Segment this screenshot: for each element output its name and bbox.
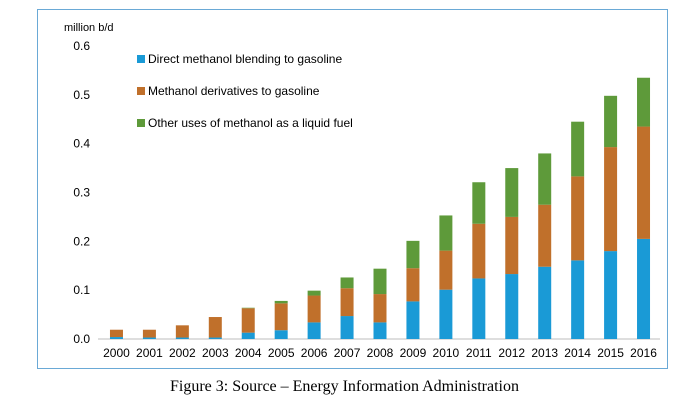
bar-segment-2002-series-2 (175, 325, 189, 338)
bar-segment-2000-series-2 (109, 329, 123, 338)
bar-segment-2009-series-3 (406, 240, 420, 269)
bar-segment-2012-series-1 (505, 274, 519, 339)
bar-segment-2008-series-3 (373, 268, 387, 295)
bar-segment-2015-series-2 (604, 147, 618, 252)
bar-segment-2016-series-1 (637, 238, 651, 339)
x-tick-label: 2004 (235, 346, 262, 360)
bar-segment-2014-series-2 (571, 176, 585, 261)
bars-group (109, 77, 651, 339)
x-tick-label: 2005 (268, 346, 295, 360)
bar-segment-2005-series-1 (274, 330, 288, 339)
bar-segment-2003-series-2 (208, 317, 222, 338)
x-tick-label: 2006 (301, 346, 328, 360)
y-tick-label: 0.4 (73, 137, 90, 151)
figure-caption: Figure 3: Source – Energy Information Ad… (170, 378, 519, 395)
x-tick-label: 2016 (630, 346, 657, 360)
bar-segment-2009-series-1 (406, 301, 420, 339)
bar-segment-2012-series-3 (505, 168, 519, 217)
x-tick-label: 2008 (367, 346, 394, 360)
bar-segment-2016-series-3 (637, 77, 651, 127)
y-tick-label: 0.2 (73, 234, 90, 248)
bar-segment-2013-series-1 (538, 266, 552, 339)
bar-segment-2003-series-1 (208, 337, 222, 339)
x-tick-label: 2009 (400, 346, 427, 360)
y-tick-label: 0.6 (73, 39, 90, 53)
legend-label: Other uses of methanol as a liquid fuel (148, 116, 353, 130)
bar-segment-2016-series-2 (637, 126, 651, 239)
bar-segment-2007-series-3 (340, 277, 354, 289)
y-tick-label: 0.5 (73, 88, 90, 102)
bar-segment-2001-series-1 (142, 337, 156, 339)
bar-segment-2013-series-2 (538, 204, 552, 267)
legend-label: Direct methanol blending to gasoline (148, 52, 342, 66)
x-axis-ticks: 2000 2001 2002 2003 2004 2005 2006 2007 2008 2009… (103, 346, 657, 360)
bar-segment-2006-series-1 (307, 322, 321, 339)
bar-segment-2007-series-2 (340, 288, 354, 317)
legend-swatch (137, 87, 145, 95)
x-tick-label: 2007 (334, 346, 361, 360)
x-tick-label: 2001 (136, 346, 163, 360)
x-tick-label: 2003 (202, 346, 229, 360)
y-axis-unit-label: million b/d (64, 22, 114, 34)
x-tick-label: 2000 (103, 346, 130, 360)
bar-segment-2010-series-2 (439, 250, 453, 290)
bar-segment-2015-series-3 (604, 95, 618, 148)
x-tick-label: 2014 (564, 346, 591, 360)
y-tick-label: 0.1 (73, 283, 90, 297)
bar-segment-2010-series-1 (439, 289, 453, 339)
bar-segment-2004-series-1 (241, 332, 255, 339)
x-tick-label: 2002 (169, 346, 196, 360)
bar-segment-2014-series-3 (571, 121, 585, 177)
x-tick-label: 2012 (498, 346, 525, 360)
bar-segment-2011-series-2 (472, 223, 486, 279)
y-tick-label: 0.0 (73, 332, 90, 346)
bar-segment-2006-series-3 (307, 290, 321, 296)
legend-swatch (137, 119, 145, 127)
bar-segment-2006-series-2 (307, 295, 321, 323)
bar-segment-2005-series-3 (274, 300, 288, 304)
y-tick-label: 0.3 (73, 186, 90, 200)
x-tick-label: 2011 (466, 346, 492, 360)
bar-segment-2001-series-2 (142, 329, 156, 338)
y-axis-ticks: 0.0 0.1 0.2 0.3 0.4 0.5 0.6 (73, 39, 90, 346)
bar-segment-2010-series-3 (439, 215, 453, 251)
bar-segment-2013-series-3 (538, 153, 552, 205)
bar-segment-2014-series-1 (571, 260, 585, 339)
x-tick-label: 2015 (597, 346, 624, 360)
x-tick-label: 2010 (433, 346, 460, 360)
bar-segment-2012-series-2 (505, 216, 519, 275)
x-tick-label: 2013 (531, 346, 558, 360)
bar-segment-2011-series-3 (472, 182, 486, 224)
bar-segment-2007-series-1 (340, 316, 354, 339)
bar-segment-2008-series-2 (373, 294, 387, 323)
legend: Direct methanol blending to gasoline Meth… (137, 52, 353, 130)
legend-swatch (137, 55, 145, 63)
bar-segment-2011-series-1 (472, 278, 486, 339)
bar-segment-2004-series-2 (241, 308, 255, 333)
bar-segment-2009-series-2 (406, 268, 420, 302)
bar-segment-2015-series-1 (604, 251, 618, 339)
bar-segment-2005-series-2 (274, 303, 288, 331)
legend-label: Methanol derivatives to gasoline (148, 84, 320, 98)
bar-segment-2002-series-1 (175, 337, 189, 339)
bar-segment-2008-series-1 (373, 322, 387, 339)
bar-segment-2000-series-1 (109, 337, 123, 339)
